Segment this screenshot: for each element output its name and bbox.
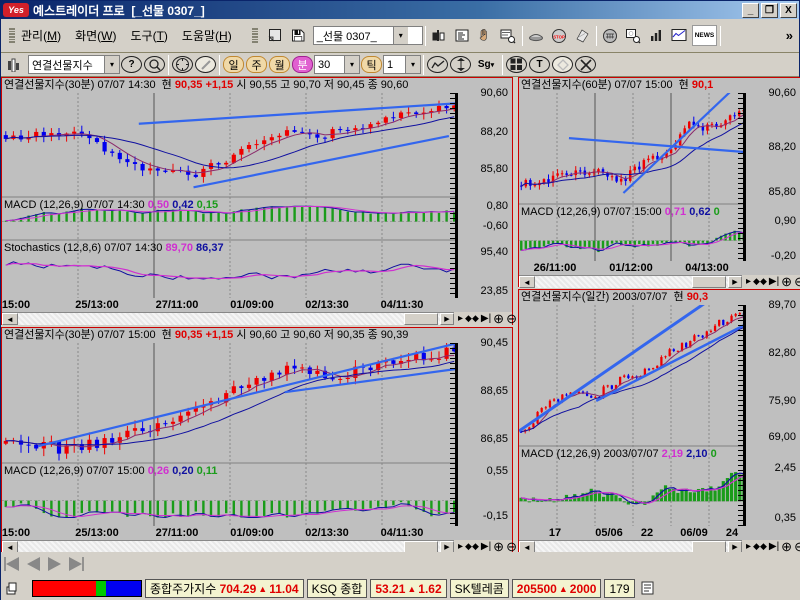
svg-text:STOP: STOP (553, 34, 565, 39)
